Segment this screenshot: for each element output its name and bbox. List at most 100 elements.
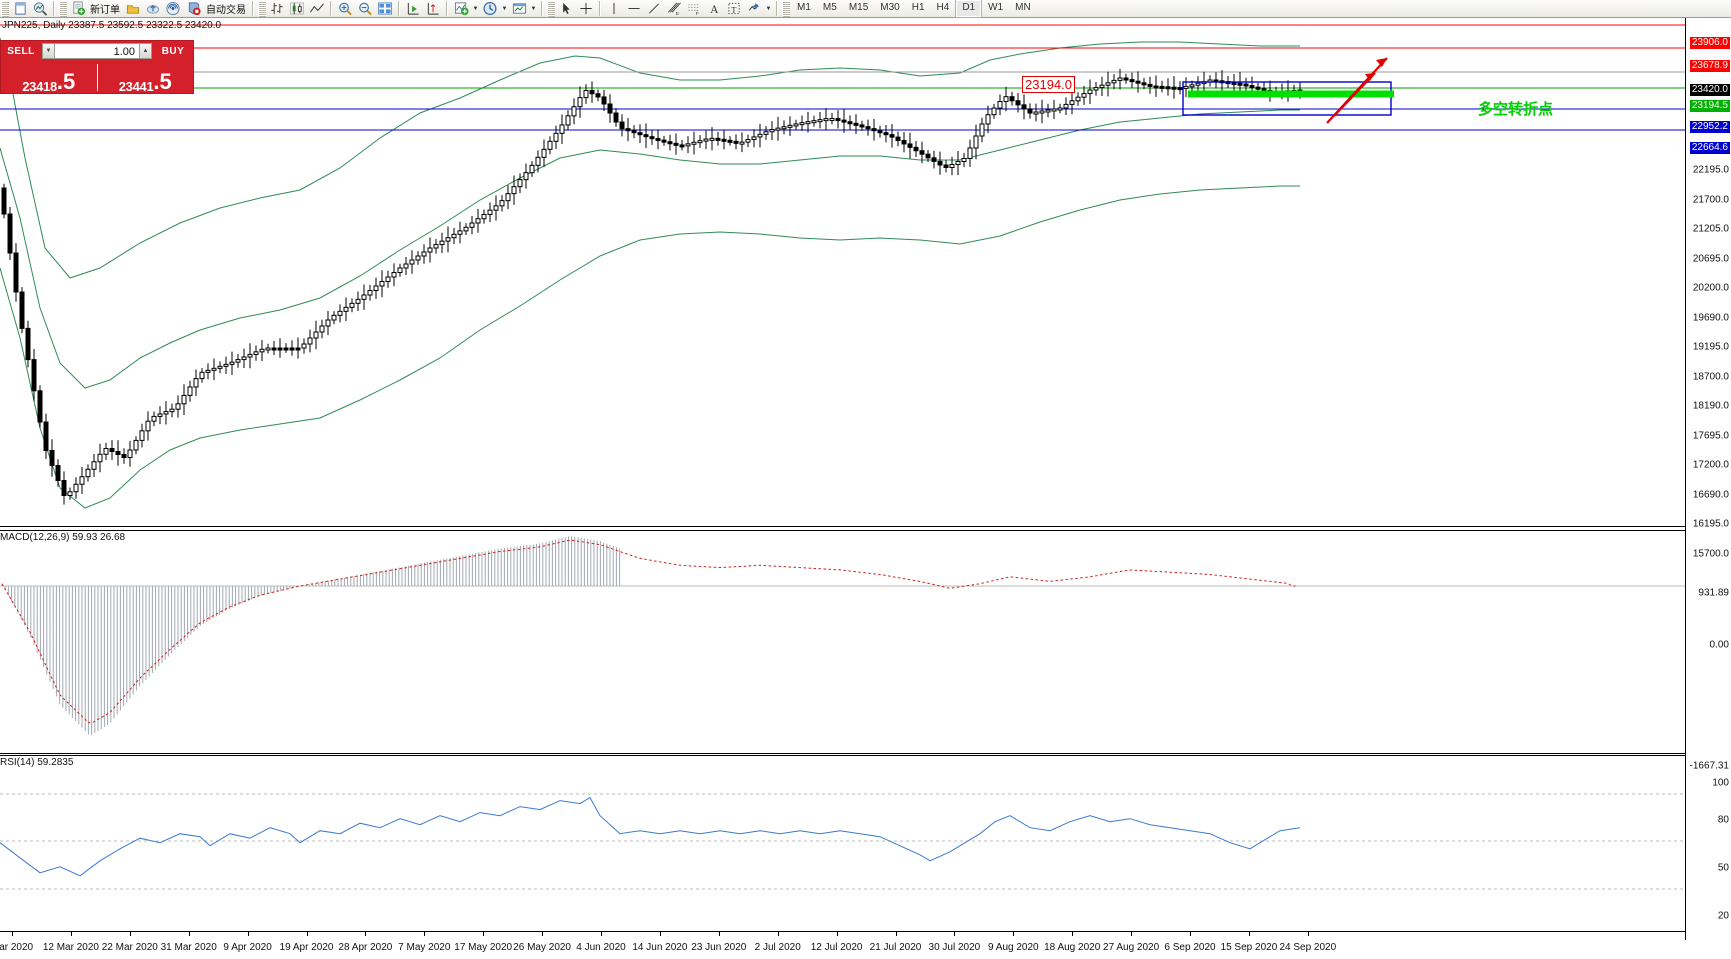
time-label: 7 May 2020 — [398, 942, 451, 953]
price-tick: 17200.0 — [1692, 459, 1729, 471]
shift-end-icon[interactable] — [423, 0, 443, 17]
price-tick: 18190.0 — [1692, 400, 1729, 412]
time-tick — [188, 932, 190, 936]
rsi-chart-svg — [0, 793, 1686, 890]
chart-canvas[interactable]: JPN225, Daily 23387.5 23592.5 23322.5 23… — [0, 18, 1731, 953]
toolbar-grip[interactable] — [1, 0, 9, 17]
new-order-button[interactable]: 新订单 — [68, 0, 123, 17]
price-axis[interactable]: 23906.0 23678.9 23420.0 23194.5 22952.2 22664… — [1685, 18, 1731, 940]
cursor-icon[interactable] — [556, 0, 576, 17]
time-label: 24 Sep 2020 — [1279, 942, 1337, 953]
time-tick — [424, 932, 426, 936]
price-tag-23906.0: 23906.0 — [1689, 37, 1730, 49]
sell-button[interactable]: SELL — [7, 45, 35, 57]
folder-icon[interactable] — [123, 0, 143, 17]
time-tick — [777, 932, 779, 936]
buy-price-integer: 23441 — [118, 79, 154, 94]
crosshair-icon[interactable] — [576, 0, 596, 17]
buy-button[interactable]: BUY — [161, 45, 185, 57]
time-tick — [1013, 932, 1015, 936]
buy-price-decimal: .5 — [153, 69, 172, 94]
rsi-tick: 50 — [1717, 862, 1729, 874]
vline-icon[interactable] — [604, 0, 624, 17]
sell-price[interactable]: 23418.5 — [1, 61, 97, 94]
time-tick — [895, 932, 897, 936]
price-tick: 20695.0 — [1692, 253, 1729, 264]
order-panel-divider — [96, 64, 98, 91]
candlestick-chart-icon[interactable] — [287, 0, 307, 17]
time-label: 28 Apr 2020 — [338, 942, 393, 953]
volume-increment-button[interactable]: ▲ — [139, 43, 152, 59]
period-clock-icon[interactable] — [480, 0, 500, 17]
channel-icon[interactable]: F — [684, 0, 704, 17]
auto-trading-label: 自动交易 — [206, 5, 246, 16]
signal-icon[interactable] — [163, 0, 183, 17]
grid-icon[interactable] — [375, 0, 395, 17]
text-box-icon[interactable]: T — [724, 0, 744, 17]
time-tick — [12, 932, 13, 936]
time-label: 12 Jul 2020 — [810, 942, 863, 953]
template-icon[interactable] — [509, 0, 529, 17]
rsi-pane[interactable]: RSI(14) 59.2835 — [0, 755, 1686, 932]
time-tick — [659, 932, 661, 936]
hline-icon[interactable] — [624, 0, 644, 17]
timeframe-m5[interactable]: M5 — [822, 2, 837, 13]
timeframe-h1[interactable]: H1 — [911, 2, 925, 13]
line-chart-icon[interactable] — [307, 0, 327, 17]
timeframe-m30[interactable]: M30 — [880, 2, 900, 13]
bar-chart-icon[interactable] — [267, 0, 287, 17]
svg-text:T: T — [731, 4, 736, 14]
timeframe-mn[interactable]: MN — [1015, 2, 1031, 13]
indicator-dropdown-arrow-icon[interactable]: ▼ — [472, 5, 479, 12]
shapes-dropdown-arrow-icon[interactable]: ▼ — [765, 5, 772, 12]
toolbar-grip-4[interactable] — [547, 0, 555, 17]
price-tick: 21700.0 — [1692, 194, 1729, 205]
zoom-in-icon[interactable] — [335, 0, 355, 17]
fibo-icon[interactable]: E — [664, 0, 684, 17]
volume-input[interactable]: 1.00 — [55, 43, 139, 59]
timeframe-m15[interactable]: M15 — [848, 2, 869, 13]
main-toolbar: 新订单 自动交易 ▼ ▼ — [0, 0, 1731, 18]
price-tag-22664.6: 22664.6 — [1689, 142, 1730, 154]
text-A-icon[interactable]: A — [704, 0, 724, 17]
rsi-tick: 20 — [1717, 910, 1729, 922]
timeframe-d1[interactable]: D1 — [955, 0, 983, 18]
buy-price[interactable]: 23441.5 — [98, 61, 194, 94]
trendline-icon[interactable] — [644, 0, 664, 17]
magnifier-chart-icon[interactable] — [30, 0, 50, 17]
rsi-label: RSI(14) 59.2835 — [0, 757, 74, 768]
price-callout-label: 23194.0 — [1022, 76, 1075, 93]
toolbar-grip-2[interactable] — [59, 0, 67, 17]
template-dropdown-arrow-icon[interactable]: ▼ — [530, 5, 537, 12]
time-label: 31 Mar 2020 — [160, 942, 217, 953]
shift-start-icon[interactable] — [403, 0, 423, 17]
price-pane[interactable]: JPN225, Daily 23387.5 23592.5 23322.5 23… — [0, 18, 1686, 527]
auto-trading-button[interactable]: 自动交易 — [183, 0, 249, 17]
price-chart-svg — [0, 24, 1686, 509]
time-tick — [1072, 932, 1074, 936]
time-label: 17 May 2020 — [454, 942, 513, 953]
volume-decrement-button[interactable]: ▼ — [42, 43, 55, 59]
shapes-icon[interactable] — [744, 0, 764, 17]
macd-pane[interactable]: MACD(12,26,9) 59.93 26.68 — [0, 530, 1686, 754]
price-tag-23194.5: 23194.5 — [1689, 100, 1730, 112]
zoom-out-icon[interactable] — [355, 0, 375, 17]
price-tag-23678.9: 23678.9 — [1689, 60, 1730, 72]
time-label: 12 Mar 2020 — [42, 942, 99, 953]
time-label: 18 Aug 2020 — [1044, 942, 1101, 953]
document-icon[interactable] — [10, 0, 30, 17]
price-tick: 18700.0 — [1692, 371, 1729, 382]
timeframe-w1[interactable]: W1 — [988, 2, 1004, 13]
toolbar-grip-3[interactable] — [258, 0, 266, 17]
toolbar-grip-5[interactable] — [782, 0, 790, 17]
timeframe-h4[interactable]: H4 — [936, 2, 950, 13]
macd-tick: 931.89 — [1698, 587, 1729, 599]
indicator-add-icon[interactable] — [451, 0, 471, 17]
time-tick — [1248, 932, 1250, 936]
one-click-trading-panel[interactable]: SELL ▼ 1.00 ▲ BUY 23418.5 23441.5 — [0, 40, 194, 94]
upload-cloud-icon[interactable] — [143, 0, 163, 17]
timeframe-m1[interactable]: M1 — [797, 2, 811, 13]
period-dropdown-arrow-icon[interactable]: ▼ — [501, 5, 508, 12]
time-label: 21 Jul 2020 — [869, 942, 922, 953]
